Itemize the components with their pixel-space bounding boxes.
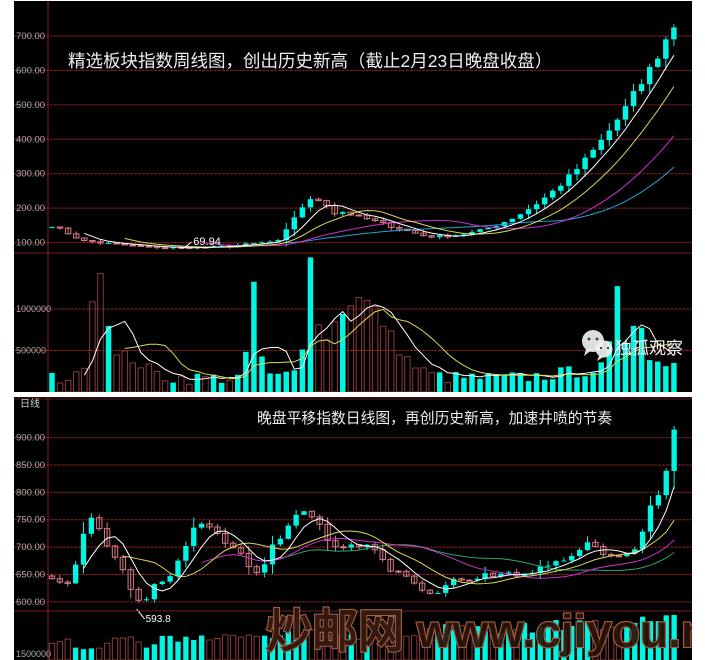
svg-text:1500000: 1500000 bbox=[16, 649, 51, 659]
svg-text:700.00: 700.00 bbox=[16, 542, 45, 553]
svg-text:300.00: 300.00 bbox=[16, 169, 45, 180]
svg-text:600.00: 600.00 bbox=[16, 597, 45, 608]
svg-text:750.00: 750.00 bbox=[16, 515, 45, 526]
svg-text:1000000: 1000000 bbox=[16, 304, 51, 314]
svg-text:晚盘平移指数日线图，再创历史新高，加速井喷的节奏: 晚盘平移指数日线图，再创历史新高，加速井喷的节奏 bbox=[257, 409, 612, 427]
svg-text:600.00: 600.00 bbox=[16, 65, 45, 76]
svg-text:200.00: 200.00 bbox=[16, 203, 45, 214]
svg-text:400.00: 400.00 bbox=[16, 134, 45, 145]
svg-text:650.00: 650.00 bbox=[16, 569, 45, 580]
svg-text:精选板块指数周线图，创出历史新高（截止2月23日晚盘收盘）: 精选板块指数周线图，创出历史新高（截止2月23日晚盘收盘） bbox=[68, 51, 552, 71]
svg-text:炒邮网 www.cjiyou.net: 炒邮网 www.cjiyou.net bbox=[266, 605, 692, 657]
svg-text:日线: 日线 bbox=[20, 397, 40, 410]
svg-text:850.00: 850.00 bbox=[16, 460, 45, 471]
svg-text:900.00: 900.00 bbox=[16, 433, 45, 444]
svg-text:500000: 500000 bbox=[16, 346, 46, 356]
svg-text:593.8: 593.8 bbox=[146, 614, 171, 625]
svg-text:500.00: 500.00 bbox=[16, 100, 45, 111]
svg-text:800.00: 800.00 bbox=[16, 487, 45, 498]
svg-text:69.94: 69.94 bbox=[193, 236, 221, 248]
svg-text:700.00: 700.00 bbox=[16, 31, 45, 42]
svg-text:独孤观察: 独孤观察 bbox=[615, 339, 683, 358]
svg-text:100.00: 100.00 bbox=[16, 238, 45, 249]
